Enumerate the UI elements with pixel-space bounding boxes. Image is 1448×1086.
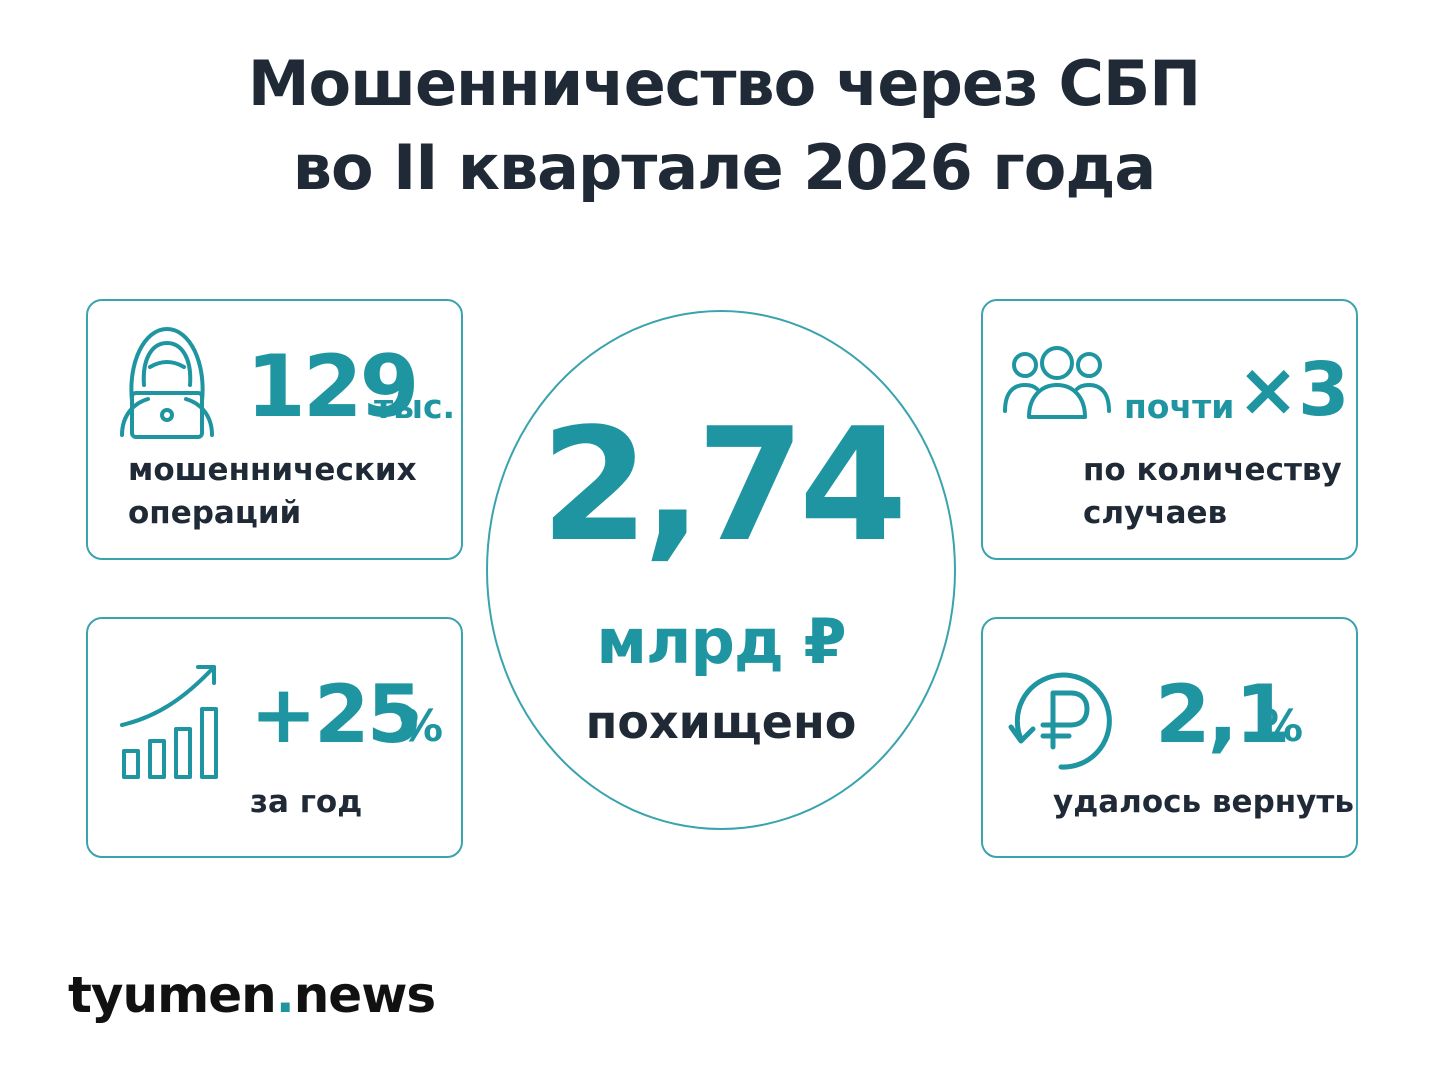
card-growth: +25 % за год [86, 617, 463, 858]
people-group-icon [1003, 346, 1111, 419]
operations-value: 129 [246, 337, 420, 437]
logo-part1: tyumen [68, 966, 277, 1024]
operations-unit: тыс. [374, 387, 456, 426]
ruble-refund-icon [1008, 672, 1112, 770]
operations-caption-line2: операций [128, 495, 302, 531]
cases-caption-line2: случаев [1083, 495, 1228, 531]
card-operations: 129 тыс. мошеннических операций [86, 299, 463, 560]
growth-value: +25 [250, 668, 422, 761]
returned-value: 2,1 [1155, 668, 1291, 761]
logo-dot: . [275, 966, 295, 1024]
center-value: 2,74 [540, 394, 908, 576]
operations-caption: мошеннических операций [128, 449, 417, 535]
growth-caption: за год [250, 784, 363, 820]
center-unit: млрд ₽ [596, 605, 846, 678]
operations-caption-line1: мошеннических [128, 452, 417, 488]
page-title-line2: во II квартале 2026 года [292, 131, 1157, 204]
cases-caption: по количеству случаев [1083, 449, 1342, 535]
page-title-line1: Мошенничество через СБП [247, 47, 1201, 120]
hacker-laptop-icon [120, 327, 214, 439]
returned-unit: % [1259, 701, 1304, 752]
brand-logo: tyumen.news [68, 960, 436, 1030]
cases-caption-line1: по количеству [1083, 452, 1342, 488]
growth-bar-chart-icon [120, 665, 218, 779]
page-title: Мошенничество через СБП во II квартале 2… [0, 42, 1448, 210]
center-circle: 2,74 млрд ₽ похищено [486, 310, 956, 830]
card-cases: почти ×3 по количеству случаев [981, 299, 1358, 560]
returned-caption: удалось вернуть [1053, 784, 1354, 820]
logo-part2: news [293, 966, 436, 1024]
growth-unit: % [399, 701, 444, 752]
cases-value: ×3 [1237, 347, 1349, 433]
center-caption: похищено [585, 695, 857, 749]
card-returned: 2,1 % удалось вернуть [981, 617, 1358, 858]
cases-prefix: почти [1124, 387, 1235, 426]
